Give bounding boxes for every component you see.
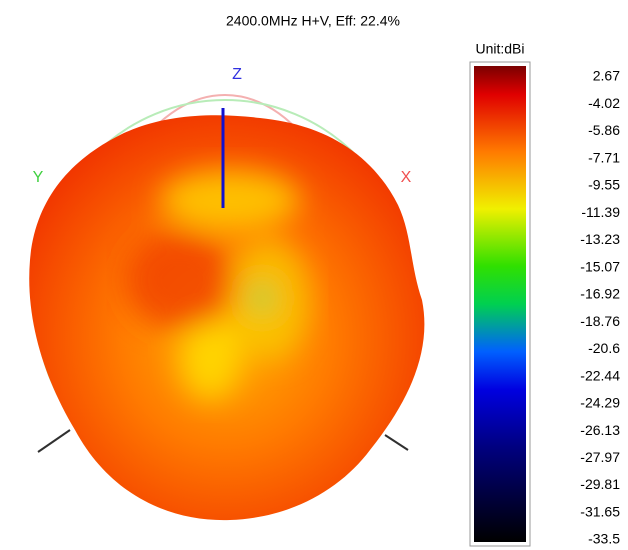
- colorbar-label: -31.65: [580, 503, 620, 519]
- y-label: Y: [33, 169, 44, 186]
- title: 2400.0MHz H+V, Eff: 22.4%: [226, 13, 400, 29]
- pattern-surface: [29, 115, 425, 521]
- colorbar-label: -11.39: [581, 204, 620, 220]
- colorbar-label: -29.81: [580, 476, 620, 492]
- colorbar-label: -7.71: [588, 149, 620, 165]
- colorbar-label: -20.6: [588, 340, 620, 356]
- colorbar-unit: Unit:dBi: [475, 41, 524, 57]
- colorbar-label: -18.76: [580, 313, 620, 329]
- colorbar-label: -4.02: [588, 95, 620, 111]
- colorbar-label: -15.07: [580, 258, 620, 274]
- colorbar: [474, 66, 526, 542]
- colorbar-label: -16.92: [580, 286, 620, 302]
- colorbar-labels: 2.67 -4.02 -5.86 -7.71 -9.55 -11.39 -13.23 -15.…: [580, 68, 620, 547]
- colorbar-label: -22.44: [580, 367, 620, 383]
- x-label: X: [401, 169, 412, 186]
- colorbar-label: -26.13: [580, 422, 620, 438]
- x-axis: [384, 434, 409, 451]
- colorbar-label: -5.86: [588, 122, 620, 138]
- colorbar-label: -33.5: [588, 531, 620, 547]
- colorbar-label: -9.55: [588, 177, 620, 193]
- z-label: Z: [232, 66, 242, 83]
- y-axis: [37, 429, 71, 453]
- surface-highlights: [125, 170, 310, 400]
- colorbar-label: -13.23: [580, 231, 620, 247]
- colorbar-frame: [469, 61, 531, 547]
- colorbar-label: -27.97: [580, 449, 620, 465]
- colorbar-label: -24.29: [580, 395, 620, 411]
- colorbar-label: 2.67: [593, 68, 620, 84]
